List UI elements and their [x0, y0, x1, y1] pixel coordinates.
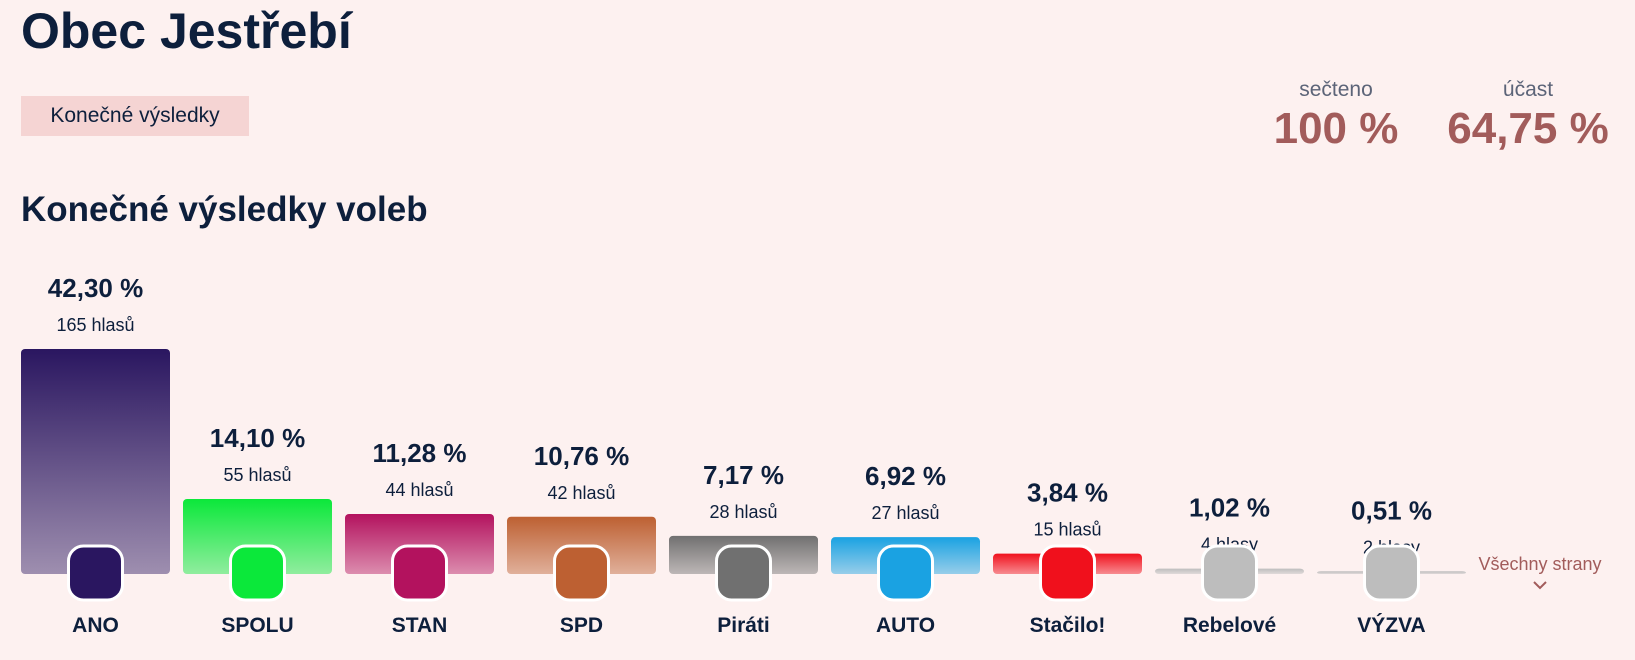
status-badge: Konečné výsledky: [21, 96, 249, 136]
party-name: SPD: [560, 614, 603, 637]
stat: sečteno 100 %: [1236, 78, 1436, 154]
link-text[interactable]: Všechny strany: [1478, 554, 1602, 574]
party-name: Rebelové: [1183, 614, 1276, 637]
votes-label: 42 hlasů: [547, 483, 615, 503]
stat-label: účast: [1502, 78, 1554, 101]
votes-label: 44 hlasů: [385, 480, 453, 500]
chevron-icon[interactable]: [1532, 579, 1548, 591]
percent-label: 6,92 %: [865, 461, 946, 491]
party-name: Piráti: [717, 614, 770, 637]
bar: [183, 498, 332, 574]
percent-label: 0,51 %: [1351, 495, 1432, 525]
votes-label: 27 hlasů: [871, 503, 939, 523]
votes-label: 165 hlasů: [56, 315, 134, 335]
votes-label: 55 hlasů: [223, 465, 291, 485]
party-logo: [391, 544, 448, 602]
percent-label: 1,02 %: [1189, 493, 1270, 523]
party-logo: [1039, 544, 1096, 602]
votes-label: 28 hlasů: [709, 502, 777, 522]
party-logo: [553, 544, 610, 602]
stat-value: 64,75 %: [1447, 104, 1609, 153]
party-logo: [1201, 544, 1258, 602]
party-name: SPOLU: [221, 614, 293, 637]
party-name: Stačilo!: [1030, 614, 1106, 637]
party-name: VÝZVA: [1357, 613, 1425, 637]
party-logo: [877, 544, 934, 602]
percent-label: 42,30 %: [48, 273, 143, 303]
bar: [21, 348, 170, 574]
percent-label: 14,10 %: [210, 423, 305, 453]
stat-label: sečteno: [1299, 78, 1373, 101]
stat: účast 64,75 %: [1428, 78, 1628, 154]
party-name: AUTO: [876, 614, 935, 637]
party-name: ANO: [72, 614, 119, 637]
party-logo: [67, 544, 124, 602]
party-logo: [715, 544, 772, 602]
stat-value: 100 %: [1273, 104, 1399, 153]
party-logo: [229, 544, 286, 602]
all-parties-link[interactable]: Všechny strany: [1460, 554, 1620, 596]
percent-label: 11,28 %: [373, 438, 467, 468]
party-name: STAN: [392, 614, 448, 637]
votes-label: 15 hlasů: [1033, 520, 1101, 540]
bar: [345, 513, 494, 574]
party-logo: [1363, 544, 1420, 602]
percent-label: 7,17 %: [703, 460, 784, 490]
percent-label: 10,76 %: [534, 441, 629, 471]
percent-label: 3,84 %: [1027, 478, 1108, 508]
page-title: Obec Jestřebí: [21, 3, 352, 59]
chart-title: Konečné výsledky voleb: [21, 190, 428, 229]
